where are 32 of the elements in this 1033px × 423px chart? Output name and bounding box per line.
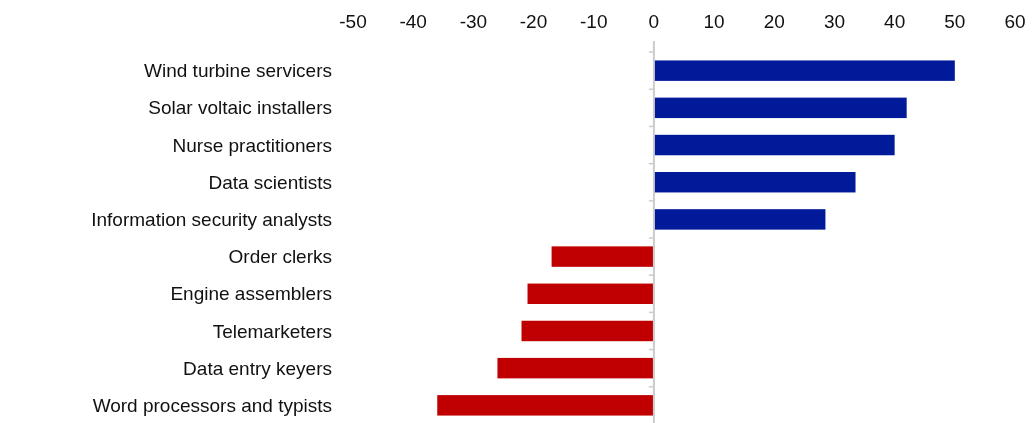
x-tick-label: 10 xyxy=(703,11,725,32)
y-tick-label: Order clerks xyxy=(228,246,332,268)
x-tick-label: 60 xyxy=(1004,11,1026,32)
bar xyxy=(653,172,856,193)
bar xyxy=(653,97,907,119)
x-tick-label: 0 xyxy=(648,11,660,32)
bar xyxy=(653,134,895,156)
x-tick-label: 20 xyxy=(763,11,785,32)
bar xyxy=(653,209,826,230)
x-tick-label: -10 xyxy=(579,11,608,32)
bar xyxy=(437,395,654,416)
bar xyxy=(551,246,654,267)
x-tick-label: 30 xyxy=(823,11,846,32)
y-tick-label: Wind turbine servicers xyxy=(144,60,332,82)
x-tick-label: 50 xyxy=(944,11,966,32)
x-tick-label: -40 xyxy=(399,11,427,32)
y-tick-label: Information security analysts xyxy=(91,209,332,231)
y-tick-label: Solar voltaic installers xyxy=(148,97,332,119)
x-tick-label: 40 xyxy=(884,11,906,32)
x-tick-label: -20 xyxy=(519,11,548,32)
y-tick-label: Word processors and typists xyxy=(92,394,332,416)
bar xyxy=(521,320,654,342)
y-tick-label: Data entry keyers xyxy=(183,357,332,379)
y-tick-label: Telemarketers xyxy=(212,320,332,342)
x-tick-label: -50 xyxy=(339,11,367,32)
bar xyxy=(497,357,654,379)
bar xyxy=(653,60,955,81)
y-tick-label: Data scientists xyxy=(208,171,332,193)
x-tick-label: -30 xyxy=(459,11,488,32)
y-tick-label: Nurse practitioners xyxy=(172,134,332,156)
bar xyxy=(527,283,654,305)
y-tick-label: Engine assemblers xyxy=(170,283,332,305)
